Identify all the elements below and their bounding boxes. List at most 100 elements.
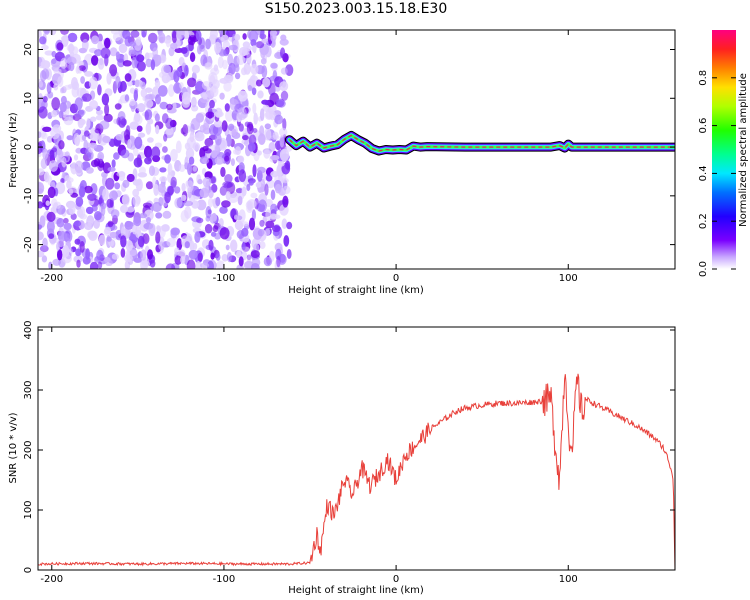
noise-blob [91, 35, 100, 45]
noise-blob [100, 205, 106, 216]
spectrogram-frame [37, 29, 676, 270]
noise-blob [264, 45, 272, 58]
noise-blob [140, 249, 147, 261]
noise-blob [265, 108, 274, 120]
noise-blob [282, 118, 287, 131]
noise-blob [40, 132, 48, 140]
noise-blob [50, 110, 58, 118]
noise-blob [140, 81, 146, 90]
noise-blob [146, 149, 152, 162]
noise-blob [174, 247, 180, 256]
noise-blob [238, 169, 247, 183]
noise-blob [124, 94, 130, 102]
noise-blob [189, 131, 195, 143]
noise-blob [112, 32, 122, 42]
noise-blob [259, 125, 265, 137]
noise-blob [106, 198, 114, 208]
noise-blob [38, 142, 43, 155]
noise-blob [201, 81, 212, 90]
noise-blob [264, 128, 272, 141]
noise-blob [103, 113, 113, 123]
noise-blob [261, 99, 269, 105]
noise-blob [191, 200, 200, 209]
noise-blob [146, 217, 151, 224]
x-tick-label: 0 [393, 273, 399, 284]
noise-blob [85, 206, 94, 215]
noise-blob [168, 84, 175, 97]
noise-blob [228, 44, 238, 51]
noise-blob [97, 151, 105, 162]
noise-blob [270, 134, 280, 140]
noise-blob [205, 111, 215, 119]
noise-blob [97, 57, 105, 70]
noise-blob [134, 136, 143, 149]
noise-blob [174, 255, 182, 265]
colorbar-tick-label: 0.2 [698, 213, 709, 229]
noise-blob [106, 72, 112, 85]
noise-blob [257, 166, 266, 174]
noise-blob [99, 120, 110, 130]
noise-blob [82, 93, 92, 102]
noise-blob [282, 185, 291, 195]
y-tick-label: 300 [23, 380, 34, 399]
noise-blob [120, 205, 128, 213]
noise-blob [70, 213, 77, 221]
noise-blob [136, 103, 146, 113]
noise-blob [183, 200, 193, 207]
noise-blob [145, 122, 152, 135]
noise-blob [230, 239, 238, 253]
noise-blob [129, 41, 136, 47]
noise-blob [60, 57, 68, 69]
noise-blob [199, 147, 206, 159]
noise-blob [230, 158, 235, 167]
noise-blob [111, 253, 119, 260]
noise-blob [38, 93, 43, 102]
noise-blob [103, 256, 111, 263]
noise-blob [165, 37, 171, 48]
noise-blob [197, 44, 202, 55]
noise-blob [265, 174, 273, 182]
noise-blob [241, 186, 247, 197]
noise-blob [164, 154, 172, 164]
noise-blob [94, 49, 103, 57]
noise-blob [53, 68, 62, 75]
noise-blob [107, 220, 114, 227]
noise-blob [109, 190, 118, 201]
noise-blob [72, 81, 80, 91]
noise-blob [241, 242, 246, 251]
noise-blob [187, 77, 197, 88]
noise-blob [279, 38, 289, 46]
noise-blob [197, 178, 203, 185]
noise-blob [205, 38, 211, 50]
noise-blob [204, 223, 213, 234]
noise-blob [259, 108, 265, 121]
noise-blob [136, 61, 146, 72]
noise-blob [85, 167, 94, 174]
noise-blob [45, 200, 50, 206]
noise-blob [215, 196, 221, 207]
noise-blob [154, 113, 160, 123]
noise-blob [120, 118, 127, 126]
noise-blob [157, 85, 168, 97]
figure-title: S150.2023.003.15.18.E30 [264, 1, 448, 17]
noise-blob [163, 65, 172, 73]
colorbar-label: Normalized spectral amplitude [738, 73, 749, 227]
noise-blob [163, 133, 168, 142]
noise-blob [222, 181, 233, 189]
noise-blob [243, 62, 251, 75]
noise-blob [218, 30, 227, 35]
noise-blob [38, 131, 42, 138]
noise-blob [194, 131, 205, 142]
noise-blob [128, 49, 137, 57]
noise-blob [171, 30, 177, 44]
noise-blob [200, 262, 210, 269]
noise-blob [51, 58, 57, 65]
noise-blob [41, 255, 48, 263]
noise-blob [90, 116, 97, 122]
noise-blob [91, 204, 98, 212]
noise-blob [155, 54, 162, 66]
noise-blob [207, 260, 214, 269]
noise-blob [87, 193, 97, 201]
noise-blob [58, 110, 64, 119]
noise-blob [42, 237, 48, 249]
